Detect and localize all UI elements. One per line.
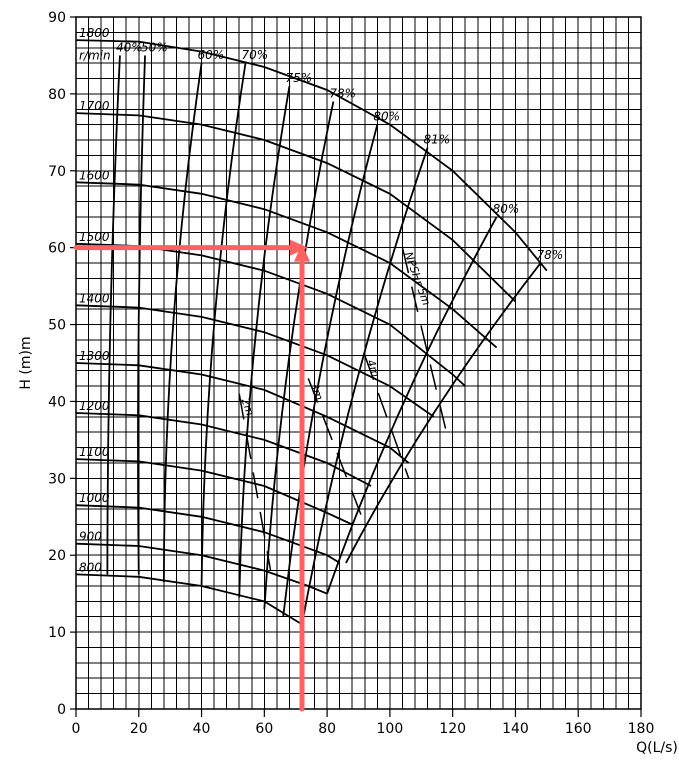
efficiency-label: 80% — [493, 202, 520, 216]
speed-curve-1800 — [75, 39, 548, 272]
x-tick-label: 60 — [255, 721, 273, 737]
y-tick-label: 80 — [48, 87, 66, 103]
efficiency-curve — [282, 124, 379, 617]
x-tick-label: 80 — [318, 721, 336, 737]
npsh-label: 3m — [307, 381, 325, 402]
efficiency-curve — [106, 55, 121, 575]
efficiency-label: 60% — [198, 48, 225, 62]
efficiency-label: 80% — [373, 110, 400, 124]
speed-label-1100: 1100 — [79, 445, 110, 459]
speed-curve-900 — [75, 542, 328, 595]
npsh-line — [307, 378, 366, 525]
speed-label-1700: 1700 — [79, 99, 110, 113]
operating-flow-arrow — [294, 243, 310, 262]
x-tick-label: 140 — [502, 721, 529, 737]
y-tick-label: 40 — [48, 394, 66, 410]
efficiency-curve — [326, 216, 498, 594]
speed-curve-1000 — [75, 504, 341, 564]
speed-label-1800: 1800 — [79, 26, 110, 40]
efficiency-label: 40% — [116, 40, 143, 54]
speed-curve-800 — [75, 573, 303, 626]
plot-frame — [75, 16, 642, 710]
efficiency-label: 78% — [329, 87, 356, 101]
efficiency-label: 75% — [285, 71, 312, 85]
y-tick-label: 30 — [48, 471, 66, 487]
speed-label-1200: 1200 — [79, 399, 110, 413]
x-tick-label: 120 — [439, 721, 466, 737]
y-axis-title: H (m)m — [18, 336, 34, 389]
y-tick-label: 60 — [48, 241, 66, 257]
speed-label-1600: 1600 — [79, 168, 110, 182]
efficiency-label: 70% — [242, 48, 269, 62]
speed-unit-label: r/min — [79, 48, 111, 62]
npsh-line — [364, 355, 410, 479]
speed-label-1000: 1000 — [79, 491, 110, 505]
efficiency-curve — [263, 101, 335, 610]
efficiency-label: 81% — [424, 133, 451, 147]
npsh-label: 4m — [364, 358, 382, 379]
efficiency-label: 50% — [141, 40, 168, 54]
x-tick-label: 160 — [565, 721, 592, 737]
x-axis-title: Q(L/s) — [636, 740, 678, 756]
npsh-line — [238, 393, 272, 571]
efficiency-label: 78% — [537, 248, 564, 262]
speed-curve-1600 — [75, 181, 498, 349]
speed-curve-1100 — [75, 458, 353, 526]
npsh-label: 2m — [238, 396, 256, 417]
y-tick-label: 50 — [48, 318, 66, 334]
x-tick-label: 180 — [628, 721, 655, 737]
speed-label-1500: 1500 — [79, 230, 110, 244]
y-tick-label: 20 — [48, 548, 66, 564]
efficiency-curve — [301, 147, 429, 625]
speed-label-800: 800 — [79, 560, 102, 574]
operating-head-arrow — [290, 239, 308, 256]
efficiency-curve — [200, 62, 247, 586]
efficiency-curve — [137, 55, 146, 575]
speed-label-900: 900 — [79, 530, 102, 544]
y-tick-label: 70 — [48, 164, 66, 180]
y-tick-label: 0 — [57, 702, 66, 718]
x-tick-label: 40 — [193, 721, 211, 737]
x-tick-label: 100 — [377, 721, 404, 737]
speed-label-1400: 1400 — [79, 291, 110, 305]
speed-curve-1700 — [75, 112, 517, 303]
x-tick-label: 20 — [130, 721, 148, 737]
efficiency-curve — [238, 86, 291, 598]
speed-label-1300: 1300 — [79, 349, 110, 363]
efficiency-curve — [345, 262, 542, 564]
npsh-line — [401, 247, 448, 433]
y-tick-label: 90 — [48, 10, 66, 26]
x-tick-label: 0 — [72, 721, 81, 737]
efficiency-curve — [162, 63, 203, 583]
y-tick-label: 10 — [48, 625, 66, 641]
